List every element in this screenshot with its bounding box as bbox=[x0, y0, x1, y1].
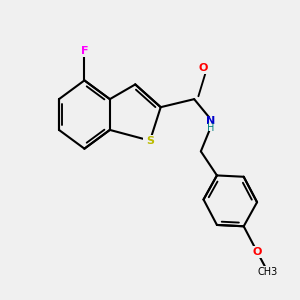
Text: O: O bbox=[199, 63, 208, 74]
Text: N: N bbox=[206, 116, 215, 126]
FancyBboxPatch shape bbox=[77, 45, 92, 57]
FancyBboxPatch shape bbox=[203, 116, 223, 131]
Text: O: O bbox=[252, 247, 262, 257]
FancyBboxPatch shape bbox=[196, 62, 211, 74]
Text: F: F bbox=[81, 46, 88, 56]
FancyBboxPatch shape bbox=[142, 135, 158, 146]
Text: H: H bbox=[207, 123, 214, 133]
Text: CH3: CH3 bbox=[258, 267, 278, 277]
Text: S: S bbox=[146, 136, 154, 146]
FancyBboxPatch shape bbox=[254, 266, 281, 278]
FancyBboxPatch shape bbox=[250, 246, 265, 258]
